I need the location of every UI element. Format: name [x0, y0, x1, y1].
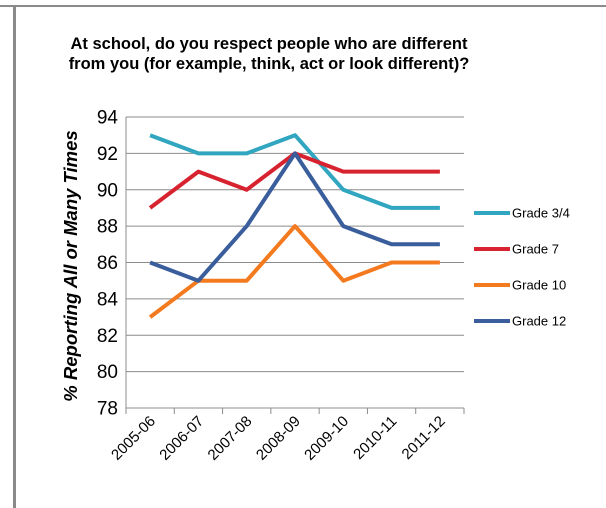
x-tick-label: 2010-11 [350, 413, 400, 463]
frame-top-border [0, 5, 606, 7]
y-tick-label: 88 [97, 217, 118, 238]
y-axis-label: % Reporting All or Many Times [60, 130, 81, 401]
x-tick-label: 2005-06 [108, 413, 159, 464]
series-line-grade-7 [148, 151, 440, 210]
y-tick-label: 90 [97, 180, 118, 201]
axes [125, 117, 465, 414]
y-tick-label: 78 [97, 399, 118, 420]
series-lines [148, 133, 440, 319]
x-tick-labels: 2005-062006-072007-082008-092009-102010-… [108, 413, 449, 464]
legend: Grade 3/4 Grade 7 Grade 10 Grade 12 [474, 206, 570, 329]
legend-label: Grade 10 [512, 278, 566, 293]
legend-label: Grade 12 [512, 314, 566, 329]
x-tick-label: 2009-10 [301, 413, 352, 464]
frame-left-border [13, 6, 16, 508]
legend-label: Grade 7 [512, 242, 559, 257]
legend-label: Grade 3/4 [512, 206, 570, 221]
y-tick-label: 84 [97, 289, 119, 310]
y-tick-label: 86 [97, 253, 118, 274]
x-tick-label: 2007-08 [205, 413, 256, 464]
x-tick-label: 2011-12 [399, 413, 449, 463]
y-tick-label: 94 [97, 108, 119, 129]
x-tick-label: 2008-09 [253, 413, 304, 464]
series-line-grade-3-4 [149, 133, 440, 210]
y-tick-label: 82 [97, 326, 118, 347]
series-line-grade-12 [149, 151, 440, 283]
y-tick-labels: 78 80 82 84 86 88 90 92 94 [97, 108, 119, 420]
chart-title: At school, do you respect people who are… [68, 35, 470, 73]
y-tick-label: 92 [97, 144, 118, 165]
y-tick-label: 80 [97, 362, 118, 383]
series-line-grade-10 [148, 224, 440, 319]
x-tick-label: 2006-07 [156, 413, 207, 464]
